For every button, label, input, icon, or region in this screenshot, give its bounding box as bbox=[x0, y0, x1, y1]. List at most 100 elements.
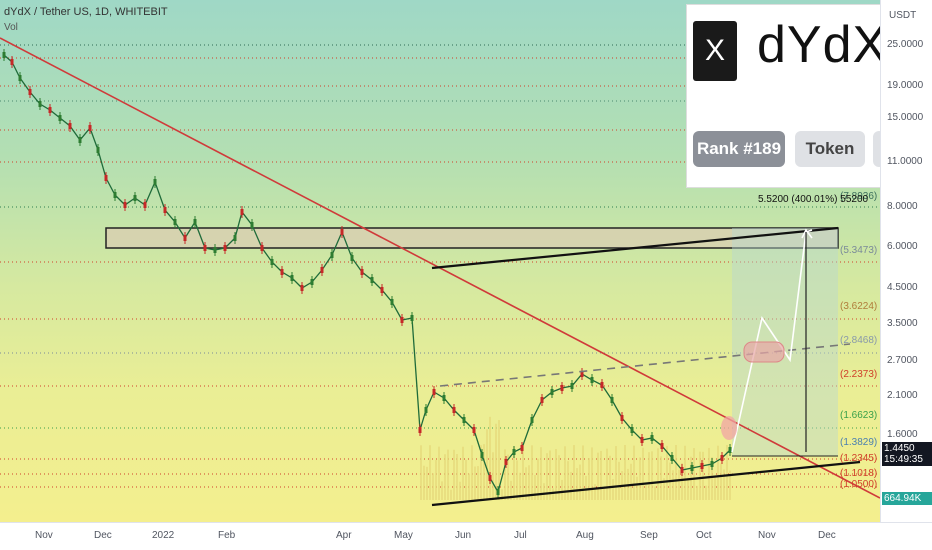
candle-body bbox=[240, 209, 244, 215]
candle-body bbox=[290, 275, 294, 281]
candle-body bbox=[520, 445, 524, 451]
volume-bar bbox=[579, 464, 581, 500]
upper-trend-line bbox=[431, 226, 839, 270]
candle-body bbox=[143, 202, 147, 208]
candle-body bbox=[442, 395, 446, 401]
time-tick: Oct bbox=[696, 530, 712, 541]
price-tick: 4.5000 bbox=[887, 282, 918, 293]
volume-bar bbox=[642, 447, 644, 500]
volume-bar bbox=[486, 429, 488, 500]
volume-bar bbox=[426, 466, 428, 500]
volume-bar bbox=[657, 448, 659, 500]
candle-body bbox=[310, 279, 314, 285]
volume-bar bbox=[726, 445, 728, 500]
price-tick: 8.0000 bbox=[887, 201, 918, 212]
time-tick: May bbox=[394, 530, 413, 541]
level-label: (1.6623) bbox=[840, 410, 878, 421]
candle-body bbox=[630, 427, 634, 433]
candle-body bbox=[570, 383, 574, 389]
volume-bar bbox=[423, 465, 425, 500]
candle-body bbox=[432, 389, 436, 395]
volume-bar bbox=[603, 487, 605, 500]
target-highlight bbox=[743, 341, 785, 363]
volume-bar bbox=[567, 461, 569, 500]
price-chart[interactable] bbox=[0, 0, 880, 522]
volume-bar bbox=[498, 420, 500, 500]
candle-body bbox=[728, 447, 732, 453]
candle-body bbox=[590, 377, 594, 383]
volume-bar bbox=[720, 463, 722, 500]
volume-bar bbox=[447, 449, 449, 500]
price-axis-unit: USDT bbox=[889, 10, 917, 21]
level-label: (2.2373) bbox=[840, 369, 878, 380]
candle-body bbox=[10, 59, 14, 65]
volume-bar bbox=[576, 468, 578, 500]
volume-bar bbox=[651, 451, 653, 500]
volume-bar bbox=[480, 445, 482, 500]
candle-body bbox=[390, 299, 394, 305]
candle-body bbox=[610, 397, 614, 403]
volume-bar bbox=[723, 469, 725, 500]
support-line bbox=[431, 460, 861, 507]
candle-body bbox=[472, 427, 476, 433]
volume-bar bbox=[495, 423, 497, 500]
volume-bar bbox=[465, 459, 467, 500]
volume-bar bbox=[441, 481, 443, 500]
price-axis[interactable]: USDT 25.0000 19.0000 15.0000 11.0000 8.0000 6… bbox=[880, 0, 932, 522]
time-tick: Jul bbox=[514, 530, 527, 541]
volume-label[interactable]: Vol bbox=[4, 22, 18, 33]
volume-bar bbox=[708, 447, 710, 500]
volume-bar bbox=[525, 467, 527, 500]
volume-bar bbox=[474, 466, 476, 500]
candle-body bbox=[452, 407, 456, 413]
candle-body bbox=[58, 115, 62, 121]
candle-body bbox=[280, 269, 284, 275]
candle-body bbox=[88, 125, 92, 131]
volume-bar bbox=[432, 473, 434, 500]
symbol-title[interactable]: dYdX / Tether US, 1D, WHITEBIT bbox=[4, 6, 168, 18]
volume-bar bbox=[609, 455, 611, 500]
volume-bar bbox=[504, 449, 506, 500]
volume-bar bbox=[660, 456, 662, 500]
candle-body bbox=[133, 195, 137, 201]
time-tick: Aug bbox=[576, 530, 594, 541]
candle-body bbox=[410, 315, 414, 321]
volume-bar bbox=[450, 489, 452, 500]
candle-body bbox=[504, 459, 508, 465]
token-badge: Token bbox=[795, 131, 865, 167]
time-axis[interactable]: Nov Dec 2022 Feb Apr May Jun Jul Aug Sep Oct Nov Dec bbox=[0, 522, 932, 550]
volume-bar bbox=[531, 445, 533, 500]
volume-bar bbox=[549, 450, 551, 500]
candle-body bbox=[488, 475, 492, 481]
volume-bar bbox=[564, 446, 566, 500]
candle-body bbox=[462, 417, 466, 423]
candle-body bbox=[68, 123, 72, 129]
volume-bar bbox=[420, 445, 422, 500]
volume-bar bbox=[699, 451, 701, 500]
volume-bar bbox=[561, 479, 563, 500]
current-price: 1.4450 bbox=[884, 443, 915, 454]
volume-bar bbox=[645, 485, 647, 500]
volume-bar bbox=[648, 452, 650, 500]
time-tick: 2022 bbox=[152, 530, 175, 541]
time-tick: Nov bbox=[35, 530, 53, 541]
volume-bar bbox=[729, 470, 731, 500]
time-tick: Feb bbox=[218, 530, 236, 541]
candle-body bbox=[300, 285, 304, 291]
level-label: (7.8936) bbox=[840, 191, 878, 202]
volume-bar bbox=[612, 479, 614, 500]
volume-bar bbox=[516, 460, 518, 500]
volume-bar bbox=[684, 445, 686, 500]
candle-body bbox=[270, 259, 274, 265]
level-label: (1.0500) bbox=[840, 479, 878, 490]
candle-body bbox=[223, 245, 227, 251]
price-tick: 11.0000 bbox=[887, 156, 923, 167]
price-tick: 25.0000 bbox=[887, 39, 924, 50]
volume-bar bbox=[594, 484, 596, 500]
bar-countdown: 15:49:35 bbox=[884, 454, 923, 465]
volume-bar bbox=[510, 480, 512, 500]
candle-body bbox=[123, 202, 127, 208]
candle-body bbox=[720, 455, 724, 461]
volume-bar bbox=[573, 445, 575, 500]
logo-card: X dYdX Rank #189 Token bbox=[686, 4, 887, 188]
